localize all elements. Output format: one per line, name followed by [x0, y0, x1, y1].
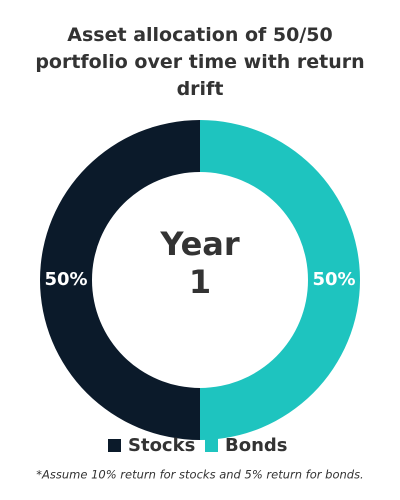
slice [200, 120, 360, 440]
chart-title: Asset allocation of 50/50 portfolio over… [35, 24, 365, 100]
footnote: *Assume 10% return for stocks and 5% ret… [36, 468, 363, 482]
center-label: 1 [189, 263, 211, 301]
legend-label: Bonds [225, 435, 288, 456]
slice [40, 120, 200, 440]
legend-swatch [205, 439, 218, 452]
legend-swatch [108, 439, 121, 452]
center-label: Year [159, 225, 240, 263]
value-label: 50% [312, 269, 355, 290]
legend-label: Stocks [128, 435, 195, 456]
value-label: 50% [44, 269, 87, 290]
